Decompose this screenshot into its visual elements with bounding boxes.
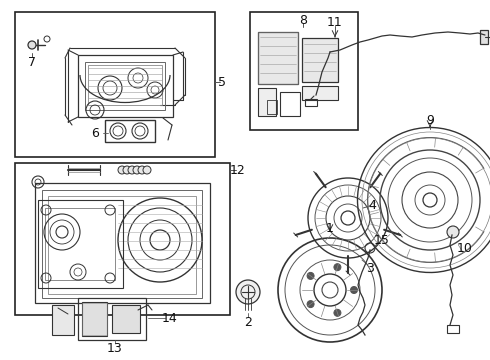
- Bar: [112, 305, 140, 333]
- Bar: [447, 325, 459, 333]
- Bar: [78, 298, 146, 340]
- Bar: [48, 196, 196, 294]
- Text: 1: 1: [326, 221, 334, 234]
- Circle shape: [28, 41, 36, 49]
- Circle shape: [334, 264, 341, 271]
- Circle shape: [334, 309, 341, 316]
- Text: 11: 11: [327, 15, 343, 28]
- Text: 2: 2: [244, 315, 252, 328]
- Bar: [88, 65, 162, 105]
- Bar: [258, 88, 276, 116]
- Text: 10: 10: [457, 242, 473, 255]
- Bar: [105, 120, 155, 142]
- Bar: [258, 32, 298, 84]
- Bar: [35, 183, 210, 303]
- Text: 5: 5: [218, 76, 226, 89]
- Bar: [15, 12, 215, 157]
- Bar: [280, 92, 300, 116]
- Text: 13: 13: [107, 342, 123, 355]
- Bar: [302, 86, 338, 100]
- Bar: [480, 30, 488, 44]
- Text: 15: 15: [374, 234, 390, 247]
- Bar: [52, 305, 74, 335]
- Bar: [305, 99, 317, 106]
- Text: 6: 6: [91, 126, 99, 140]
- Text: 4: 4: [368, 198, 376, 212]
- Text: 8: 8: [299, 14, 307, 27]
- Bar: [42, 190, 202, 298]
- Circle shape: [307, 273, 314, 279]
- Circle shape: [138, 166, 146, 174]
- Text: 9: 9: [426, 113, 434, 126]
- Circle shape: [236, 280, 260, 304]
- Circle shape: [128, 166, 136, 174]
- Bar: [258, 32, 298, 84]
- Bar: [45, 208, 115, 280]
- Bar: [15, 163, 230, 315]
- Circle shape: [118, 166, 126, 174]
- Circle shape: [133, 166, 141, 174]
- Text: 7: 7: [28, 55, 36, 68]
- Bar: [82, 302, 107, 336]
- Bar: [267, 100, 277, 114]
- Circle shape: [123, 166, 131, 174]
- Bar: [302, 38, 338, 82]
- Circle shape: [447, 226, 459, 238]
- Bar: [250, 12, 358, 130]
- Bar: [78, 55, 173, 117]
- Text: 14: 14: [162, 311, 178, 324]
- Bar: [38, 200, 123, 288]
- Circle shape: [350, 287, 358, 293]
- Text: 12: 12: [230, 163, 246, 176]
- Circle shape: [143, 166, 151, 174]
- Bar: [82, 303, 107, 335]
- Text: 3: 3: [366, 261, 374, 274]
- Circle shape: [307, 301, 314, 307]
- Bar: [85, 62, 165, 110]
